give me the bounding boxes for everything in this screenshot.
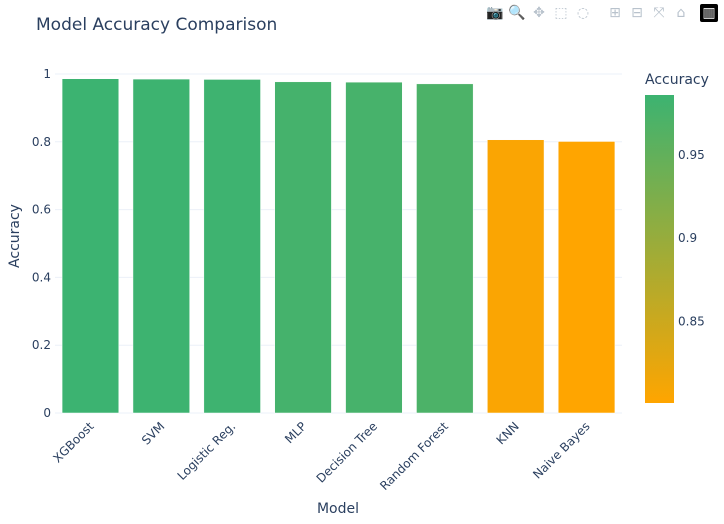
colorbar-title: Accuracy — [645, 72, 709, 88]
x-tick-label: Random Forest — [377, 419, 451, 493]
plotly-logo-icon[interactable]: ▥ — [700, 4, 718, 22]
y-axis-title: Accuracy — [7, 204, 23, 268]
zoom-in-icon[interactable]: ⊞ — [609, 5, 621, 21]
bar-xgboost[interactable] — [61, 78, 120, 414]
x-axis-title: Model — [317, 501, 359, 517]
y-tick-label: 0 — [43, 406, 51, 420]
bar-svm[interactable] — [132, 78, 190, 414]
autoscale-icon[interactable]: ⤧ — [653, 5, 665, 21]
bar-mlp[interactable] — [274, 81, 332, 414]
y-tick-label: 0.8 — [32, 135, 51, 149]
camera-icon[interactable]: 📷 — [486, 5, 504, 21]
bar-knn[interactable] — [487, 139, 545, 414]
chart-title: Model Accuracy Comparison — [36, 15, 277, 35]
colorbar-tick-label: 0.9 — [678, 231, 697, 245]
colorbar — [645, 95, 674, 403]
bar-random-forest[interactable] — [416, 83, 474, 414]
colorbar-tick-label: 0.95 — [678, 148, 705, 162]
x-tick-label: Decision Tree — [314, 419, 380, 485]
bar-logistic-reg-[interactable] — [203, 79, 261, 414]
modebar: 📷 🔍 ✥ ⬚ ◌ ⊞ ⊟ ⤧ ⌂ ▥ — [486, 4, 718, 22]
home-icon[interactable]: ⌂ — [676, 5, 686, 21]
y-tick-label: 1 — [43, 67, 51, 81]
y-tick-label: 0.6 — [32, 203, 51, 217]
zoom-icon[interactable]: 🔍 — [508, 5, 526, 21]
bar-decision-tree[interactable] — [345, 81, 403, 414]
colorbar-tick-label: 0.85 — [678, 314, 705, 328]
pan-icon[interactable]: ✥ — [533, 5, 545, 21]
x-tick-label: KNN — [494, 419, 522, 447]
x-tick-label: SVM — [139, 419, 167, 447]
bar-naive-bayes[interactable] — [557, 141, 616, 414]
x-tick-label: MLP — [282, 419, 309, 446]
x-tick-label: XGBoost — [50, 419, 96, 465]
lasso-icon[interactable]: ◌ — [576, 5, 590, 21]
x-tick-label: Naive Bayes — [530, 419, 592, 481]
x-tick-label: Logistic Reg. — [175, 419, 239, 483]
zoom-out-icon[interactable]: ⊟ — [631, 5, 643, 21]
y-tick-label: 0.4 — [32, 270, 51, 284]
box-select-icon[interactable]: ⬚ — [554, 5, 568, 21]
y-tick-label: 0.2 — [32, 338, 51, 352]
